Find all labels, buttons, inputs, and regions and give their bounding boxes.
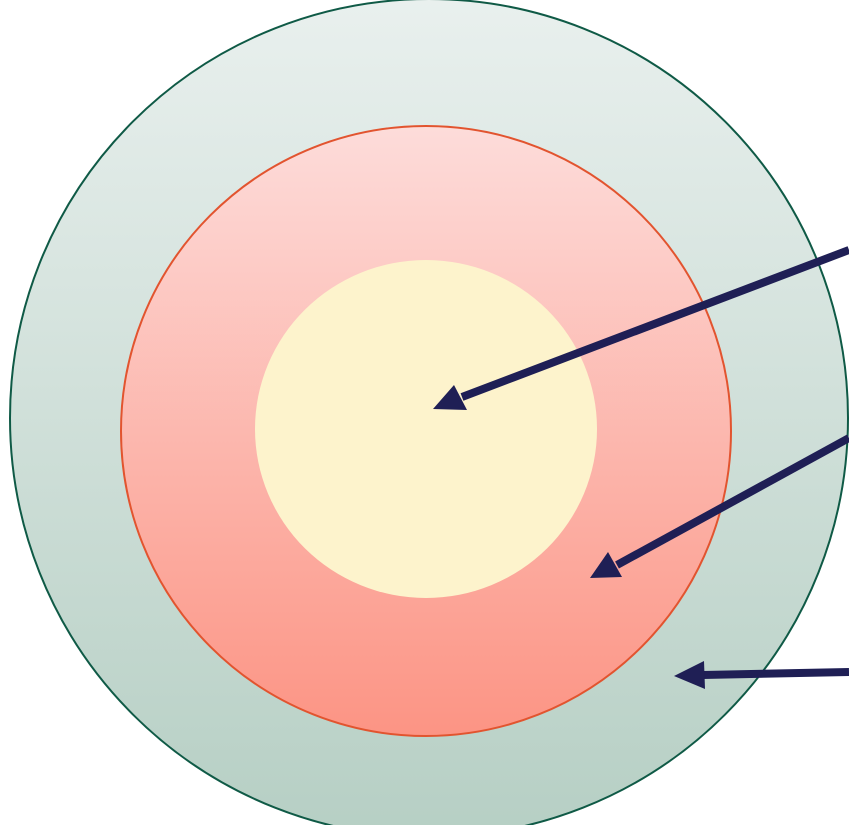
arrow-to-middle-circle: [590, 434, 849, 578]
inner-circle: [255, 260, 597, 598]
arrow-to-inner-circle: [433, 246, 849, 410]
arrow-to-outer-circle: [674, 661, 849, 689]
